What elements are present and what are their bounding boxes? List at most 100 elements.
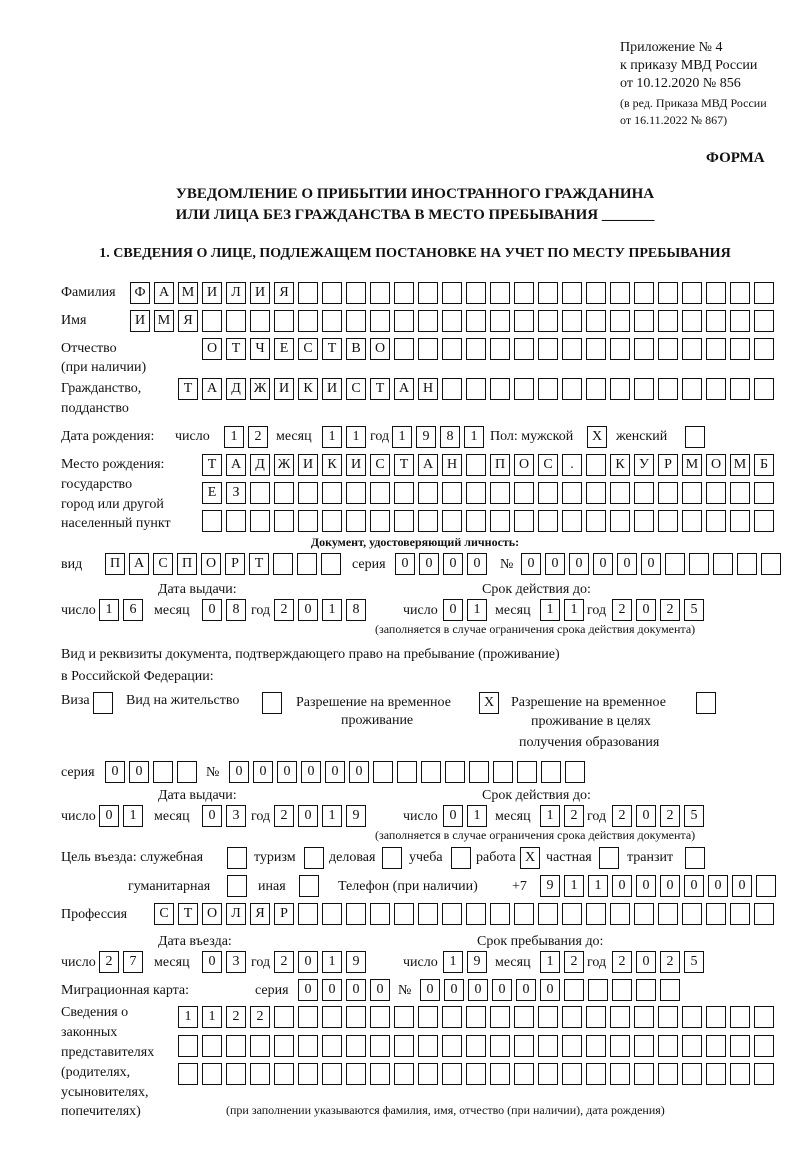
char-box[interactable] <box>226 1035 246 1057</box>
char-box[interactable] <box>610 903 630 925</box>
char-box[interactable] <box>178 1035 198 1057</box>
char-box[interactable]: О <box>706 454 726 476</box>
char-box[interactable] <box>761 553 781 575</box>
char-box[interactable] <box>658 282 678 304</box>
char-box[interactable]: 0 <box>443 599 463 621</box>
char-box[interactable] <box>586 282 606 304</box>
char-box[interactable] <box>658 482 678 504</box>
char-box[interactable] <box>226 510 246 532</box>
char-box[interactable] <box>754 310 774 332</box>
char-box[interactable]: Т <box>394 454 414 476</box>
char-box[interactable] <box>658 1063 678 1085</box>
char-box[interactable] <box>418 1063 438 1085</box>
char-box[interactable]: 8 <box>226 599 246 621</box>
char-box[interactable]: 2 <box>612 599 632 621</box>
char-box[interactable] <box>466 338 486 360</box>
char-box[interactable] <box>370 310 390 332</box>
char-box[interactable] <box>754 1063 774 1085</box>
char-box[interactable] <box>466 454 486 476</box>
char-box[interactable] <box>298 1006 318 1028</box>
char-box[interactable]: К <box>610 454 630 476</box>
char-box[interactable] <box>658 1006 678 1028</box>
char-box[interactable]: 0 <box>420 979 440 1001</box>
char-box[interactable] <box>586 903 606 925</box>
char-box[interactable] <box>466 903 486 925</box>
char-box[interactable] <box>466 1006 486 1028</box>
char-box[interactable]: 0 <box>298 599 318 621</box>
char-box[interactable] <box>274 510 294 532</box>
char-box[interactable] <box>490 1006 510 1028</box>
char-box[interactable]: 0 <box>708 875 728 897</box>
char-box[interactable]: 0 <box>636 599 656 621</box>
char-box[interactable]: Я <box>250 903 270 925</box>
char-box[interactable]: 0 <box>298 805 318 827</box>
char-box[interactable] <box>298 1035 318 1057</box>
char-box[interactable]: 5 <box>684 805 704 827</box>
char-box[interactable] <box>250 1035 270 1057</box>
char-box[interactable] <box>177 761 197 783</box>
char-box[interactable] <box>442 282 462 304</box>
trp-checkbox[interactable]: X <box>479 692 499 714</box>
char-box[interactable]: X <box>520 847 540 869</box>
char-box[interactable] <box>658 510 678 532</box>
char-box[interactable]: . <box>562 454 582 476</box>
char-box[interactable] <box>394 482 414 504</box>
char-box[interactable]: 0 <box>346 979 366 1001</box>
char-box[interactable] <box>562 1063 582 1085</box>
char-box[interactable]: П <box>177 553 197 575</box>
char-box[interactable]: 1 <box>99 599 119 621</box>
char-box[interactable]: 0 <box>395 553 415 575</box>
char-box[interactable] <box>514 282 534 304</box>
char-box[interactable] <box>394 338 414 360</box>
char-box[interactable] <box>322 510 342 532</box>
legal-field[interactable] <box>178 1063 774 1085</box>
char-box[interactable]: 0 <box>617 553 637 575</box>
char-box[interactable] <box>706 1035 726 1057</box>
char-box[interactable] <box>562 378 582 400</box>
visa-checkbox[interactable] <box>93 692 113 714</box>
char-box[interactable] <box>297 553 317 575</box>
char-box[interactable]: 2 <box>660 599 680 621</box>
char-box[interactable]: И <box>274 378 294 400</box>
char-box[interactable]: Т <box>370 378 390 400</box>
char-box[interactable] <box>442 510 462 532</box>
char-box[interactable] <box>394 510 414 532</box>
char-box[interactable] <box>756 875 776 897</box>
char-box[interactable] <box>370 482 390 504</box>
char-box[interactable] <box>322 310 342 332</box>
char-box[interactable] <box>322 282 342 304</box>
char-box[interactable] <box>466 378 486 400</box>
char-box[interactable] <box>394 1035 414 1057</box>
char-box[interactable]: X <box>479 692 499 714</box>
char-box[interactable]: 3 <box>226 805 246 827</box>
char-box[interactable] <box>250 510 270 532</box>
char-box[interactable] <box>610 378 630 400</box>
char-box[interactable] <box>564 979 584 1001</box>
char-box[interactable] <box>262 692 282 714</box>
char-box[interactable] <box>538 378 558 400</box>
char-box[interactable] <box>599 847 619 869</box>
char-box[interactable]: А <box>202 378 222 400</box>
char-box[interactable] <box>514 482 534 504</box>
char-box[interactable] <box>610 1063 630 1085</box>
char-box[interactable] <box>304 847 324 869</box>
char-box[interactable] <box>322 482 342 504</box>
char-box[interactable]: 1 <box>467 805 487 827</box>
char-box[interactable] <box>250 482 270 504</box>
char-box[interactable] <box>730 378 750 400</box>
char-box[interactable] <box>273 553 293 575</box>
char-box[interactable]: Р <box>658 454 678 476</box>
char-box[interactable]: 1 <box>467 599 487 621</box>
char-box[interactable]: 9 <box>416 426 436 448</box>
char-box[interactable] <box>634 510 654 532</box>
char-box[interactable]: 2 <box>660 805 680 827</box>
char-box[interactable]: Я <box>178 310 198 332</box>
char-box[interactable] <box>346 1006 366 1028</box>
